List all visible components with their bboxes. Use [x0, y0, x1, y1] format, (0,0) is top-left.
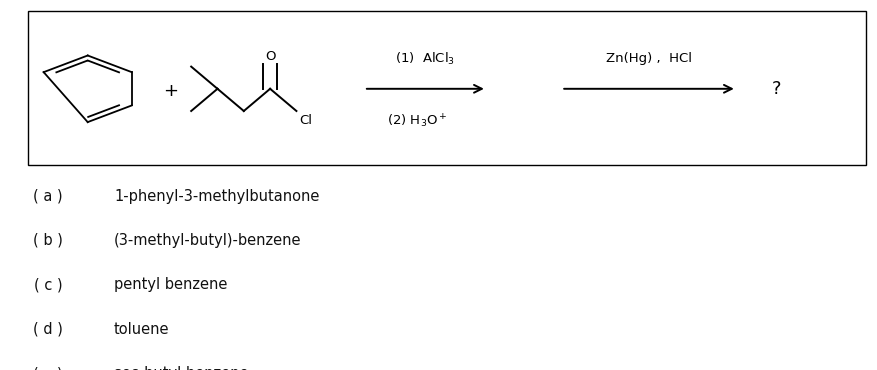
Text: +: + — [163, 82, 179, 100]
Text: Zn(Hg) ,  HCl: Zn(Hg) , HCl — [606, 52, 692, 65]
Bar — [28, 11, 866, 165]
Text: ( e ): ( e ) — [33, 366, 63, 370]
Text: Cl: Cl — [299, 114, 312, 127]
Text: ( c ): ( c ) — [34, 277, 62, 292]
Text: pentyl benzene: pentyl benzene — [114, 277, 227, 292]
Text: ( b ): ( b ) — [33, 233, 63, 248]
Text: ( d ): ( d ) — [33, 322, 63, 337]
Text: toluene: toluene — [114, 322, 169, 337]
Text: ( a ): ( a ) — [33, 188, 63, 204]
Text: sec-butyl benzene: sec-butyl benzene — [114, 366, 248, 370]
Text: (1)  AlCl$_3$: (1) AlCl$_3$ — [396, 50, 455, 67]
Text: 1-phenyl-3-methylbutanone: 1-phenyl-3-methylbutanone — [114, 188, 319, 204]
Text: O: O — [265, 50, 275, 63]
Text: ?: ? — [772, 80, 781, 98]
Text: (3-methyl-butyl)-benzene: (3-methyl-butyl)-benzene — [114, 233, 302, 248]
Text: (2) H$_3$O$^+$: (2) H$_3$O$^+$ — [388, 113, 447, 130]
